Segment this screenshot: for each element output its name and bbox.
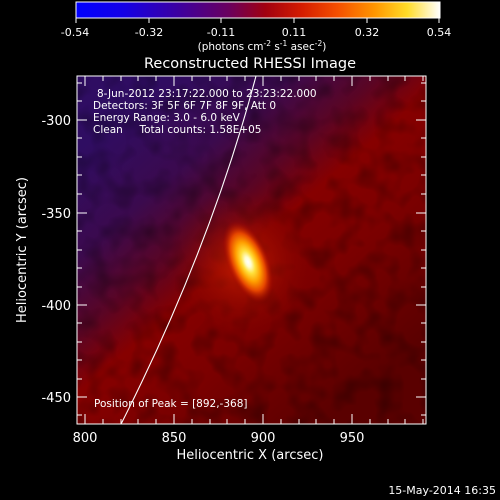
plot-axes: [76, 75, 427, 425]
y-tick-label: -450: [41, 391, 71, 406]
x-tick-label: 850: [162, 431, 187, 446]
y-axis-title: Heliocentric Y (arcsec): [15, 177, 30, 323]
y-tick-label: -400: [41, 299, 71, 314]
observation-info: 8-Jun-2012 23:17:22.000 to 23:23:22.000 …: [93, 88, 317, 136]
x-tick-labels: 800 850 900 950: [73, 431, 365, 446]
info-line-counts: Clean Total counts: 1.58E+05: [93, 124, 262, 136]
x-tick-label: 900: [251, 431, 276, 446]
colorbar-tick: 0.32: [355, 26, 380, 39]
info-line-time: 8-Jun-2012 23:17:22.000 to 23:23:22.000: [97, 88, 317, 100]
x-axis-title: Heliocentric X (arcsec): [177, 448, 324, 463]
rhessi-image: [77, 76, 426, 424]
y-tick-label: -300: [41, 114, 71, 129]
colorbar-tick: -0.32: [135, 26, 163, 39]
peak-position-label: Position of Peak = [892,-368]: [94, 398, 248, 410]
colorbar-ticks: -0.54 -0.32 -0.11 0.11 0.32 0.54: [61, 26, 451, 39]
colorbar-tick: 0.11: [282, 26, 307, 39]
colorbar-tick: 0.54: [427, 26, 452, 39]
colorbar-units: (photons cm-2 s-1 asec-2): [198, 39, 327, 53]
solar-limb-line: [120, 76, 257, 424]
colorbar-tick: -0.54: [61, 26, 89, 39]
colorbar: -0.54 -0.32 -0.11 0.11 0.32 0.54 (photon…: [61, 1, 451, 53]
info-line-detectors: Detectors: 3F 5F 6F 7F 8F 9F, Att 0: [93, 100, 276, 112]
x-tick-label: 950: [340, 431, 365, 446]
y-tick-labels: -300 -350 -400 -450: [41, 114, 71, 406]
colorbar-tick: -0.11: [207, 26, 235, 39]
footer-date: 15-May-2014 16:35: [388, 484, 496, 497]
y-tick-label: -350: [41, 207, 71, 222]
plot-title: Reconstructed RHESSI Image: [144, 56, 356, 72]
x-tick-label: 800: [73, 431, 98, 446]
info-line-energy: Energy Range: 3.0 - 6.0 keV: [93, 112, 241, 124]
colorbar-gradient: [76, 2, 440, 18]
